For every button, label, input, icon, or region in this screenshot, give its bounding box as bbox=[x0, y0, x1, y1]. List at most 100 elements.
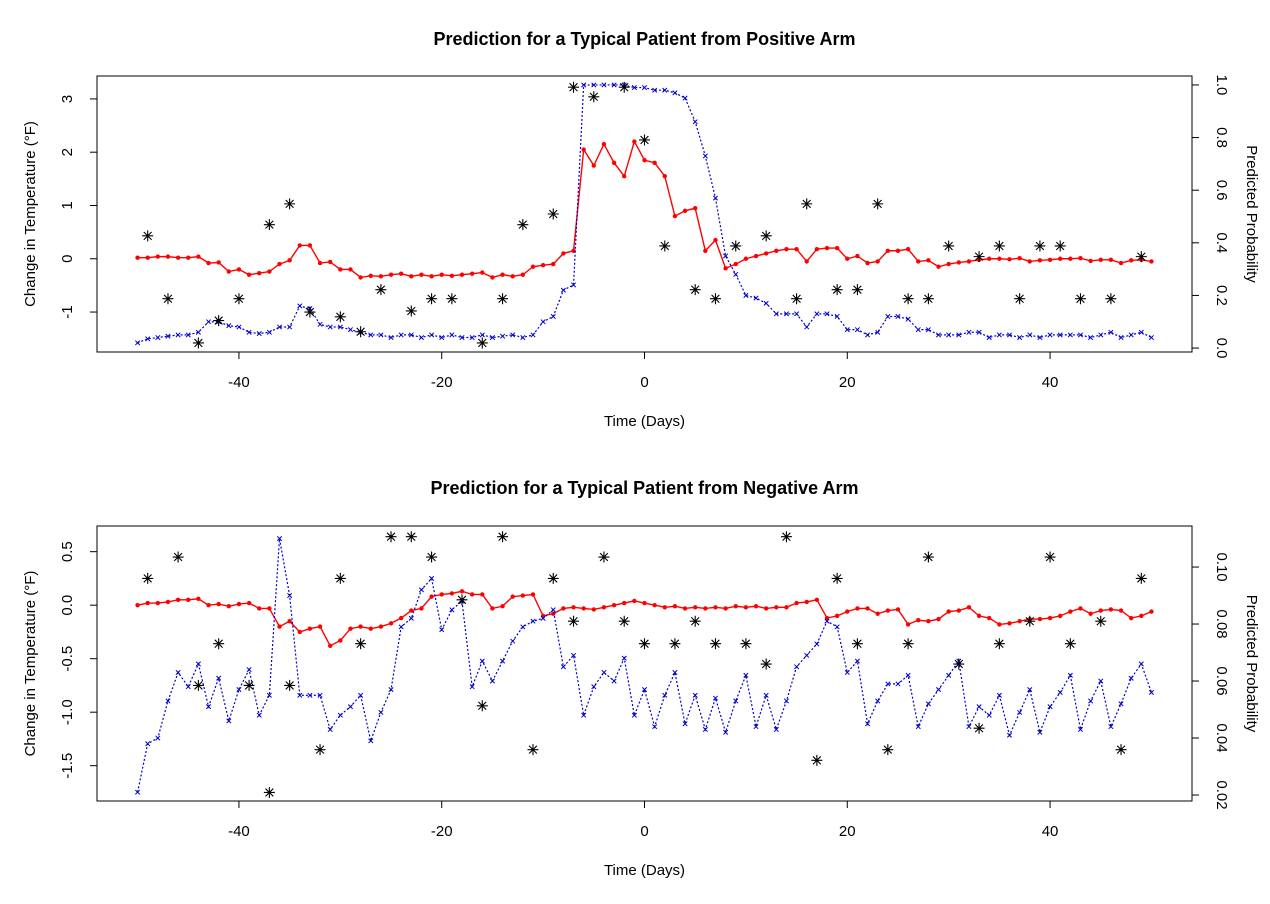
point bbox=[368, 738, 374, 744]
point bbox=[956, 608, 962, 613]
point bbox=[337, 324, 343, 330]
point bbox=[692, 119, 698, 125]
point bbox=[611, 678, 617, 684]
point bbox=[763, 300, 769, 306]
point bbox=[902, 638, 914, 650]
point bbox=[489, 678, 495, 684]
point bbox=[794, 664, 800, 670]
y2-tick-label: 0.2 bbox=[1213, 285, 1230, 306]
point bbox=[378, 624, 384, 629]
point bbox=[1057, 256, 1063, 261]
point bbox=[1148, 689, 1154, 695]
point bbox=[801, 198, 813, 210]
point bbox=[500, 658, 506, 664]
point bbox=[851, 284, 863, 296]
point bbox=[1047, 257, 1053, 263]
point bbox=[916, 259, 921, 264]
point bbox=[672, 669, 678, 676]
point bbox=[266, 692, 272, 698]
point bbox=[682, 721, 688, 727]
point bbox=[925, 701, 931, 707]
point bbox=[405, 305, 417, 317]
point bbox=[730, 240, 742, 252]
point bbox=[794, 246, 799, 252]
point bbox=[689, 615, 701, 627]
point bbox=[560, 287, 566, 293]
point bbox=[1139, 613, 1144, 619]
point bbox=[1054, 240, 1066, 252]
point bbox=[213, 315, 225, 327]
point bbox=[205, 319, 212, 325]
point bbox=[337, 712, 343, 718]
y-tick-label: 1 bbox=[59, 201, 76, 209]
point bbox=[598, 551, 610, 563]
point bbox=[429, 274, 434, 279]
point bbox=[682, 208, 688, 214]
point bbox=[1044, 551, 1056, 563]
point bbox=[196, 596, 201, 601]
point bbox=[439, 592, 444, 597]
point bbox=[922, 293, 934, 305]
point bbox=[338, 267, 343, 272]
point bbox=[611, 602, 617, 608]
point bbox=[632, 139, 637, 144]
point bbox=[1088, 258, 1093, 264]
point bbox=[845, 609, 850, 614]
point bbox=[388, 334, 394, 341]
x-tick-label: 0 bbox=[640, 374, 648, 391]
y-tick-label: 0 bbox=[59, 255, 76, 263]
point bbox=[1014, 293, 1026, 305]
point bbox=[1115, 744, 1127, 756]
point bbox=[834, 624, 840, 630]
point bbox=[885, 681, 891, 687]
point bbox=[682, 606, 688, 611]
point bbox=[368, 273, 373, 279]
point bbox=[926, 619, 931, 624]
point bbox=[418, 587, 424, 593]
point bbox=[378, 274, 384, 279]
point bbox=[1098, 608, 1103, 613]
point bbox=[348, 626, 353, 631]
point bbox=[307, 626, 313, 631]
point bbox=[763, 692, 769, 698]
point bbox=[581, 147, 586, 152]
point bbox=[307, 243, 313, 248]
point bbox=[449, 591, 455, 596]
point bbox=[652, 724, 658, 730]
point bbox=[763, 606, 769, 611]
point bbox=[547, 572, 559, 584]
point bbox=[142, 572, 154, 584]
point bbox=[456, 594, 468, 606]
point bbox=[256, 331, 262, 337]
point bbox=[943, 240, 955, 252]
point bbox=[997, 256, 1002, 261]
point bbox=[973, 722, 985, 734]
point bbox=[385, 531, 397, 543]
point bbox=[956, 332, 962, 338]
point bbox=[865, 721, 871, 727]
point bbox=[946, 261, 951, 267]
point bbox=[814, 597, 820, 603]
point bbox=[1027, 332, 1033, 338]
point bbox=[530, 592, 536, 597]
point bbox=[875, 259, 880, 264]
point bbox=[581, 606, 586, 611]
point bbox=[520, 272, 526, 277]
x-tick-label: 20 bbox=[839, 374, 856, 391]
point bbox=[702, 726, 708, 733]
x-tick-label: -40 bbox=[228, 823, 250, 840]
point bbox=[1057, 332, 1063, 338]
point bbox=[1128, 675, 1134, 681]
x-tick-label: 20 bbox=[839, 823, 856, 840]
point bbox=[953, 658, 965, 670]
point bbox=[520, 593, 526, 598]
point bbox=[135, 340, 141, 346]
point bbox=[297, 303, 303, 309]
point bbox=[192, 337, 204, 349]
y-tick-label: -0.5 bbox=[59, 646, 76, 672]
point bbox=[297, 692, 303, 698]
point bbox=[1095, 615, 1107, 627]
point bbox=[277, 261, 282, 267]
point bbox=[479, 332, 485, 338]
